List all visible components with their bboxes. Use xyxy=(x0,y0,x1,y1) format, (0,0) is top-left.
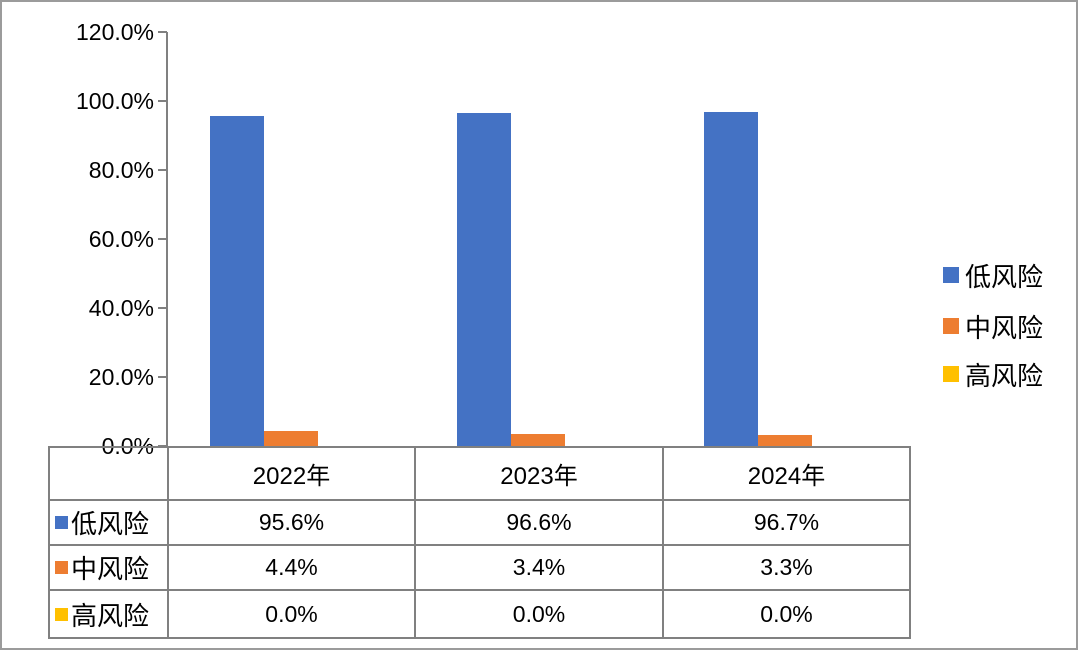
y-axis-tick xyxy=(158,445,167,447)
y-axis-tick-label: 40.0% xyxy=(88,295,154,321)
y-axis-tick-label: 120.0% xyxy=(75,19,154,45)
table-label-low-risk: 低风险 xyxy=(48,499,169,546)
bar-mid-risk-2023 xyxy=(511,434,565,446)
bar-low-risk-2023 xyxy=(457,112,511,446)
table-value-mid-2022: 4.4% xyxy=(167,544,416,591)
table-value-high-2024: 0.0% xyxy=(662,589,911,639)
table-value-low-2023: 96.6% xyxy=(414,499,664,546)
y-axis-tick-label: 80.0% xyxy=(88,157,154,183)
table-row-low-risk: 低风险 95.6% 96.6% 96.7% xyxy=(48,499,911,546)
table-value-low-2022: 95.6% xyxy=(167,499,416,546)
table-swatch-mid-risk-icon xyxy=(55,561,68,574)
table-row-mid-risk: 中风险 4.4% 3.4% 3.3% xyxy=(48,544,911,591)
table-value-high-2023: 0.0% xyxy=(414,589,664,639)
table-value-high-2022: 0.0% xyxy=(167,589,416,639)
table-row-high-risk: 高风险 0.0% 0.0% 0.0% xyxy=(48,589,911,639)
y-axis-tick xyxy=(158,100,167,102)
table-label-mid-risk: 中风险 xyxy=(48,544,169,591)
table-header-row: 2022年 2023年 2024年 xyxy=(48,446,911,501)
bar-mid-risk-2024 xyxy=(758,434,813,446)
y-axis-line xyxy=(166,32,168,446)
legend-label-low-risk: 低风险 xyxy=(965,262,1044,292)
table-label-low-risk-text: 低风险 xyxy=(71,510,150,539)
bar-low-risk-2024 xyxy=(704,112,759,446)
chart-data-table: 2022年 2023年 2024年 低风险 95.6% 96.6% 96.7% … xyxy=(48,446,911,639)
legend-swatch-mid-risk-icon xyxy=(943,318,959,334)
bar-low-risk-2022 xyxy=(209,116,264,446)
legend-item-high-risk: 高风险 xyxy=(943,359,1043,391)
table-label-mid-risk-text: 中风险 xyxy=(71,555,150,584)
table-corner-blank xyxy=(48,446,169,501)
bar-mid-risk-2022 xyxy=(263,430,318,446)
y-axis-tick xyxy=(158,169,167,171)
table-label-high-risk: 高风险 xyxy=(48,589,169,639)
table-header-2023: 2023年 xyxy=(414,446,664,501)
y-axis-tick xyxy=(158,307,167,309)
table-header-2022: 2022年 xyxy=(167,446,416,501)
legend-item-mid-risk: 中风险 xyxy=(943,311,1043,343)
legend-item-low-risk: 低风险 xyxy=(943,260,1043,292)
legend-label-mid-risk: 中风险 xyxy=(965,313,1044,343)
table-swatch-low-risk-icon xyxy=(55,516,68,529)
table-value-mid-2024: 3.3% xyxy=(662,544,911,591)
y-axis-tick xyxy=(158,31,167,33)
table-label-high-risk-text: 高风险 xyxy=(71,601,150,631)
y-axis-tick-label: 60.0% xyxy=(88,226,154,252)
y-axis-tick-label: 20.0% xyxy=(88,364,154,390)
legend-label-high-risk: 高风险 xyxy=(965,361,1044,391)
table-value-mid-2023: 3.4% xyxy=(414,544,664,591)
table-value-low-2024: 96.7% xyxy=(662,499,911,546)
y-axis-tick-label: 100.0% xyxy=(75,88,154,114)
legend-swatch-low-risk-icon xyxy=(943,267,959,283)
table-header-2024: 2024年 xyxy=(662,446,911,501)
y-axis-tick xyxy=(158,238,167,240)
y-axis-tick xyxy=(158,376,167,378)
table-swatch-high-risk-icon xyxy=(55,607,68,621)
legend-swatch-high-risk-icon xyxy=(943,366,959,382)
